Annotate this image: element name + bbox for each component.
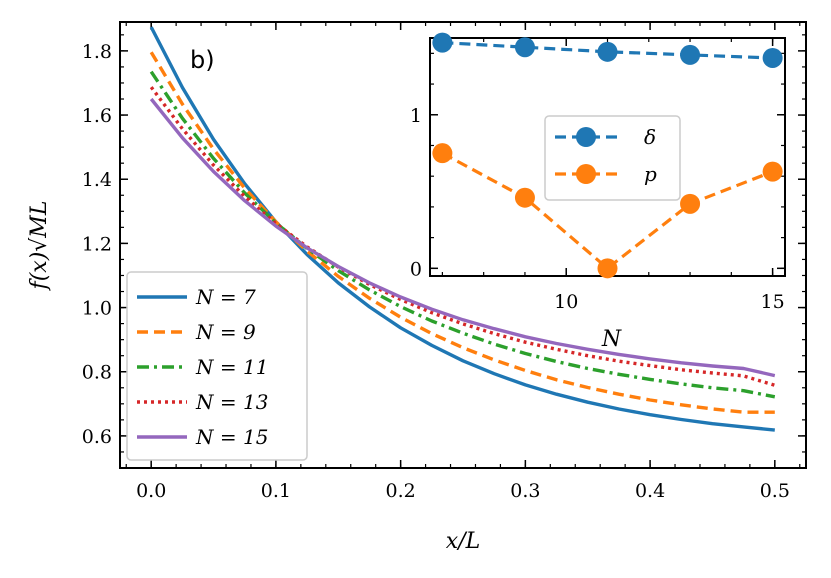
y-tick-label: 1.4	[82, 169, 112, 191]
x-axis-label: x/L	[446, 529, 480, 554]
inset-legend: δp	[544, 115, 681, 201]
inset-legend-label: p	[644, 162, 657, 186]
inset-legend-marker	[576, 127, 596, 147]
inset-x-axis-label: N	[601, 327, 622, 352]
inset-point	[514, 187, 535, 208]
y-tick-label: 0.6	[82, 426, 112, 448]
inset-point	[432, 143, 453, 164]
inset-point	[680, 44, 701, 65]
x-tick-label: 0.0	[136, 480, 166, 502]
x-tick-label: 15	[761, 291, 785, 313]
y-tick-label: 1.8	[82, 41, 112, 63]
inset-point	[762, 47, 783, 68]
y-tick-label: 1.6	[82, 105, 112, 127]
inset-point	[597, 258, 618, 279]
series-line-1	[149, 51, 775, 414]
x-tick-label: 0.5	[760, 480, 790, 502]
inset-legend-marker	[576, 164, 596, 184]
y-tick-label: 1	[410, 105, 422, 127]
inset-point	[432, 32, 453, 53]
x-tick-label: 0.4	[635, 480, 665, 502]
legend-label: N = 7	[195, 285, 256, 309]
legend-label: N = 9	[195, 320, 256, 344]
legend-label: N = 13	[195, 390, 268, 414]
series-line-0	[149, 26, 775, 432]
inset-series-line-0	[442, 41, 773, 60]
inset-point	[762, 161, 783, 182]
series-line-3	[149, 86, 776, 387]
series-line-2	[149, 70, 776, 399]
y-tick-label: 0.8	[82, 362, 112, 384]
x-tick-label: 0.2	[386, 480, 416, 502]
y-axis-label: f(x)√ML	[27, 201, 52, 292]
x-tick-label: 0.1	[261, 480, 291, 502]
inset-point	[514, 37, 535, 58]
x-tick-label: 10	[554, 291, 578, 313]
inset-point	[597, 41, 618, 62]
legend-frame	[126, 271, 308, 461]
panel-label: b)	[190, 46, 215, 74]
y-tick-label: 0	[410, 258, 422, 280]
y-tick-label: 1.2	[82, 233, 112, 255]
y-tick-label: 1.0	[82, 298, 112, 320]
x-tick-label: 0.3	[510, 480, 540, 502]
series-line-4	[149, 97, 776, 378]
legend-label: N = 15	[195, 425, 268, 449]
inset-point	[680, 193, 701, 214]
legend-label: N = 11	[195, 355, 268, 379]
main-legend: N = 7 N = 9 N = 11 N = 13 N = 15	[126, 271, 308, 461]
inset-legend-label: δ	[644, 125, 656, 149]
inset-legend-frame	[544, 115, 681, 201]
